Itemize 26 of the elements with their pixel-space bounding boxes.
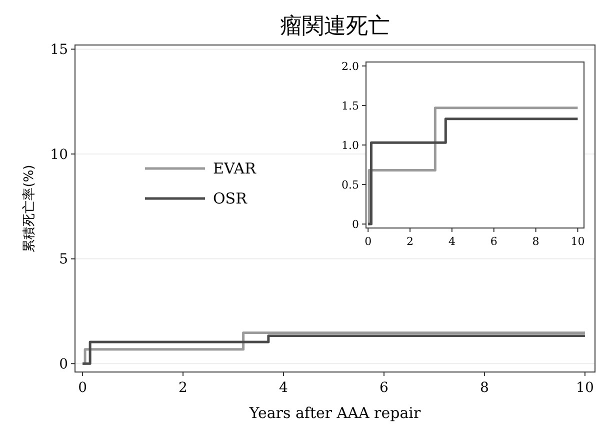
x-tick-label: 6 bbox=[380, 380, 389, 396]
x-tick-label: 8 bbox=[532, 235, 540, 248]
x-tick-label: 10 bbox=[576, 380, 594, 396]
x-axis-title: Years after AAA repair bbox=[248, 404, 422, 422]
y-tick-label: 15 bbox=[50, 42, 68, 58]
y-tick-label: 0 bbox=[59, 356, 68, 373]
legend-label: EVAR bbox=[213, 160, 257, 178]
x-tick-label: 0 bbox=[78, 380, 87, 396]
y-tick-label: 1.0 bbox=[342, 138, 359, 152]
y-tick-label: 1.5 bbox=[342, 99, 359, 112]
y-tick-label: 0.5 bbox=[342, 178, 359, 192]
y-tick-label: 10 bbox=[50, 146, 68, 163]
x-tick-label: 4 bbox=[448, 235, 456, 248]
x-tick-label: 2 bbox=[178, 380, 188, 396]
x-tick-label: 2 bbox=[406, 235, 414, 248]
x-tick-label: 8 bbox=[480, 380, 489, 396]
x-tick-label: 0 bbox=[364, 235, 372, 248]
x-tick-label: 6 bbox=[490, 235, 498, 248]
legend-label: OSR bbox=[213, 190, 248, 208]
y-tick-label: 2.0 bbox=[342, 60, 359, 73]
chart-title: 瘤関連死亡 bbox=[280, 14, 390, 39]
y-axis-title: 累積死亡率(%) bbox=[21, 164, 37, 252]
x-tick-label: 10 bbox=[570, 235, 585, 248]
x-tick-label: 4 bbox=[279, 380, 288, 396]
y-tick-label: 0 bbox=[352, 218, 359, 231]
y-tick-label: 5 bbox=[59, 252, 68, 268]
